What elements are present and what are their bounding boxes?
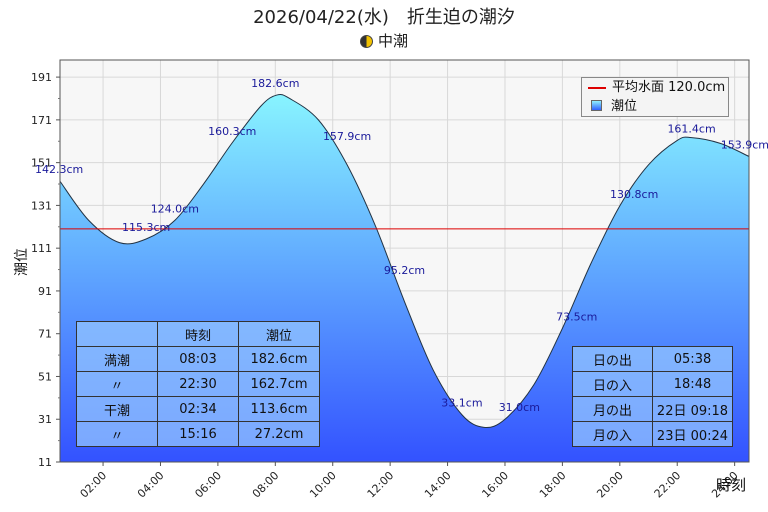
- table-header-cell: 時刻: [157, 321, 239, 347]
- x-tick-label: 22:00: [652, 469, 684, 501]
- table-row: 日の出 05:38: [572, 346, 733, 372]
- x-tick-label: 16:00: [479, 469, 511, 501]
- tide-table: 時刻 潮位 満潮 08:03 182.6cm 〃 22:30 162.7cm 干…: [76, 321, 320, 447]
- table-cell: 113.6cm: [238, 396, 320, 422]
- x-tick-label: 06:00: [192, 469, 224, 501]
- y-tick-label: 71: [38, 328, 52, 341]
- y-tick-label: 111: [31, 242, 52, 255]
- table-row: 干潮 02:34 113.6cm: [76, 396, 320, 422]
- table-cell: 182.6cm: [238, 346, 320, 372]
- table-header-cell: 潮位: [238, 321, 320, 347]
- table-cell: 05:38: [652, 346, 733, 372]
- moon-phase-icon: [359, 35, 373, 48]
- table-row: 〃 22:30 162.7cm: [76, 371, 320, 397]
- x-tick-label: 18:00: [537, 469, 569, 501]
- data-label: 31.0cm: [499, 401, 540, 414]
- legend-item-mean: 平均水面 120.0cm: [588, 79, 725, 97]
- table-row: 〃 15:16 27.2cm: [76, 421, 320, 447]
- table-cell: 02:34: [157, 396, 239, 422]
- data-label: 124.0cm: [151, 202, 199, 215]
- table-row: 月の出 22日 09:18: [572, 396, 733, 422]
- table-cell: 15:16: [157, 421, 239, 447]
- data-label: 73.5cm: [556, 310, 597, 323]
- table-cell: 22日 09:18: [652, 396, 733, 422]
- table-cell: 18:48: [652, 371, 733, 397]
- y-tick-label: 91: [38, 285, 52, 298]
- y-tick-label: 151: [31, 157, 52, 170]
- table-cell: 〃: [76, 371, 158, 397]
- tide-curve: [59, 93, 750, 429]
- tide-table-header: 時刻 潮位: [76, 321, 320, 347]
- x-tick-label: 20:00: [594, 469, 626, 501]
- data-label: 161.4cm: [667, 122, 715, 135]
- data-label: 95.2cm: [384, 264, 425, 277]
- table-cell: 日の入: [572, 371, 653, 397]
- y-tick-label: 51: [38, 370, 52, 383]
- data-label: 157.9cm: [323, 130, 371, 143]
- data-label: 160.3cm: [208, 125, 256, 138]
- sun-moon-table: 日の出 05:38 日の入 18:48 月の出 22日 09:18 月の入 23…: [572, 346, 733, 447]
- table-cell: 08:03: [157, 346, 239, 372]
- table-row: 月の入 23日 00:24: [572, 421, 733, 447]
- x-tick-label: 02:00: [78, 469, 110, 501]
- y-axis-label: 潮位: [14, 248, 30, 276]
- moon-phase: 中潮: [0, 30, 768, 51]
- y-tick-label: 191: [31, 71, 52, 84]
- legend-item-tide: 潮位: [588, 98, 637, 116]
- tide-area-swatch: [591, 100, 602, 111]
- y-tick-label: 31: [38, 413, 52, 426]
- table-cell: 23日 00:24: [652, 421, 733, 447]
- table-cell: 月の入: [572, 421, 653, 447]
- x-tick-label: 10:00: [307, 469, 339, 501]
- plot-frame: [59, 59, 750, 463]
- data-label: 130.8cm: [610, 188, 658, 201]
- legend: 平均水面 120.0cm 潮位: [581, 77, 729, 117]
- table-row: 満潮 08:03 182.6cm: [76, 346, 320, 372]
- data-label: 142.3cm: [35, 163, 83, 176]
- table-row: 日の入 18:48: [572, 371, 733, 397]
- table-cell: 月の出: [572, 396, 653, 422]
- y-tick-label: 11: [38, 456, 52, 469]
- table-cell: 日の出: [572, 346, 653, 372]
- data-label: 33.1cm: [441, 397, 482, 410]
- data-label: 182.6cm: [251, 77, 299, 90]
- x-axis-label: 時刻: [716, 476, 746, 494]
- table-cell: 162.7cm: [238, 371, 320, 397]
- data-label: 115.3cm: [122, 221, 170, 234]
- table-cell: 満潮: [76, 346, 158, 372]
- table-cell: 27.2cm: [238, 421, 320, 447]
- y-tick-label: 131: [31, 199, 52, 212]
- chart-title: 2026/04/22(水) 折生迫の潮汐: [253, 7, 515, 28]
- table-cell: 22:30: [157, 371, 239, 397]
- x-tick-label: 08:00: [250, 469, 282, 501]
- x-tick-label: 12:00: [365, 469, 397, 501]
- y-tick-label: 171: [31, 114, 52, 127]
- moon-phase-label: 中潮: [377, 32, 408, 50]
- table-cell: 干潮: [76, 396, 158, 422]
- legend-mean-label: 平均水面 120.0cm: [612, 80, 726, 95]
- table-header-cell: [76, 321, 158, 347]
- x-tick-label: 04:00: [135, 469, 167, 501]
- data-label: 153.9cm: [721, 138, 768, 151]
- x-tick-label: 14:00: [422, 469, 454, 501]
- mean-line-swatch: [588, 86, 606, 89]
- table-cell: 〃: [76, 421, 158, 447]
- legend-tide-label: 潮位: [611, 99, 638, 114]
